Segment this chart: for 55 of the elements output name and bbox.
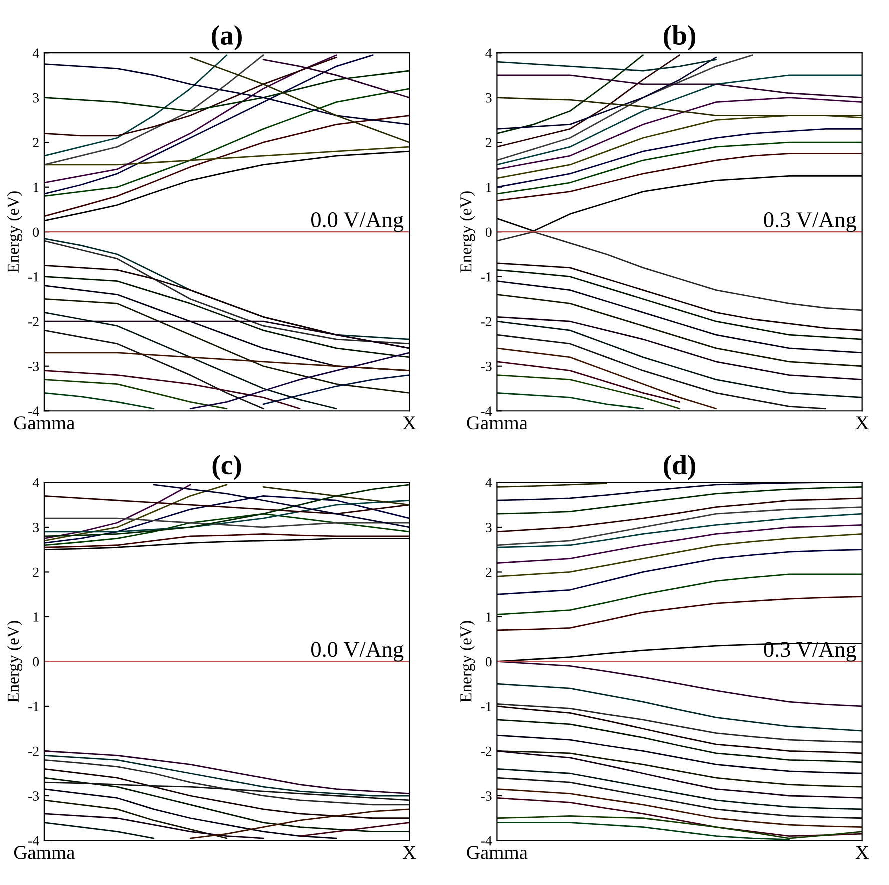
- x-tick-label: X: [402, 416, 416, 430]
- x-tick-label: X: [856, 846, 869, 860]
- x-tick-label: Gamma: [14, 846, 75, 860]
- y-tick-label: -1: [28, 272, 39, 282]
- y-tick-label: 0: [486, 657, 492, 667]
- y-tick-label: 2: [486, 138, 492, 148]
- y-axis-title: Energy (eV): [7, 621, 22, 703]
- x-tick-label: X: [402, 846, 416, 860]
- ref-line-label: 0.0 V/Ang: [312, 642, 404, 662]
- y-tick-label: -2: [481, 317, 492, 326]
- chart-title: (b): [664, 25, 696, 51]
- y-tick-label: 2: [33, 568, 39, 578]
- y-tick-label: -2: [481, 746, 492, 756]
- chart-title: (a): [212, 25, 242, 51]
- y-tick-label: 0: [33, 228, 40, 238]
- y-axis-title: Energy (eV): [460, 192, 476, 273]
- y-tick-label: 4: [486, 48, 492, 58]
- y-axis-title: Energy (eV): [460, 621, 476, 703]
- x-tick-label: Gamma: [467, 846, 528, 860]
- y-tick-label: -1: [481, 272, 492, 282]
- x-tick-label: Gamma: [14, 416, 75, 430]
- y-tick-label: -4: [481, 836, 492, 846]
- y-tick-label: 1: [486, 183, 492, 192]
- y-tick-label: -3: [28, 792, 40, 801]
- y-tick-label: -1: [28, 702, 39, 712]
- ref-line-label: 0.3 V/Ang: [764, 212, 856, 232]
- y-tick-label: 2: [486, 568, 492, 578]
- ref-line-label: 0.0 V/Ang: [312, 212, 404, 232]
- y-tick-label: -3: [481, 792, 492, 801]
- y-tick-label: 3: [486, 93, 492, 103]
- y-tick-label: -4: [481, 406, 492, 416]
- y-tick-label: -4: [28, 836, 40, 846]
- chart-title: (c): [212, 455, 242, 480]
- x-tick-label: X: [856, 416, 869, 430]
- y-tick-label: 1: [486, 612, 492, 622]
- y-tick-label: 2: [33, 138, 39, 148]
- y-tick-label: -3: [481, 362, 492, 372]
- chart-title: (d): [664, 455, 696, 480]
- y-tick-label: 4: [32, 48, 40, 58]
- y-tick-label: 1: [34, 612, 39, 622]
- y-tick-label: 4: [32, 478, 40, 488]
- y-tick-label: 3: [486, 523, 492, 532]
- y-axis-title: Energy (eV): [7, 192, 22, 273]
- y-tick-label: -4: [28, 406, 40, 416]
- y-tick-label: 1: [34, 183, 39, 192]
- y-tick-label: -3: [28, 362, 40, 372]
- x-tick-label: Gamma: [467, 416, 528, 430]
- y-tick-label: 4: [486, 478, 492, 488]
- y-tick-label: 0: [486, 228, 492, 238]
- y-tick-label: 3: [33, 93, 40, 103]
- y-tick-label: -1: [481, 702, 492, 712]
- y-tick-label: 3: [33, 523, 40, 532]
- y-tick-label: 0: [33, 657, 40, 667]
- y-tick-label: -2: [28, 746, 39, 756]
- y-tick-label: -2: [28, 317, 39, 326]
